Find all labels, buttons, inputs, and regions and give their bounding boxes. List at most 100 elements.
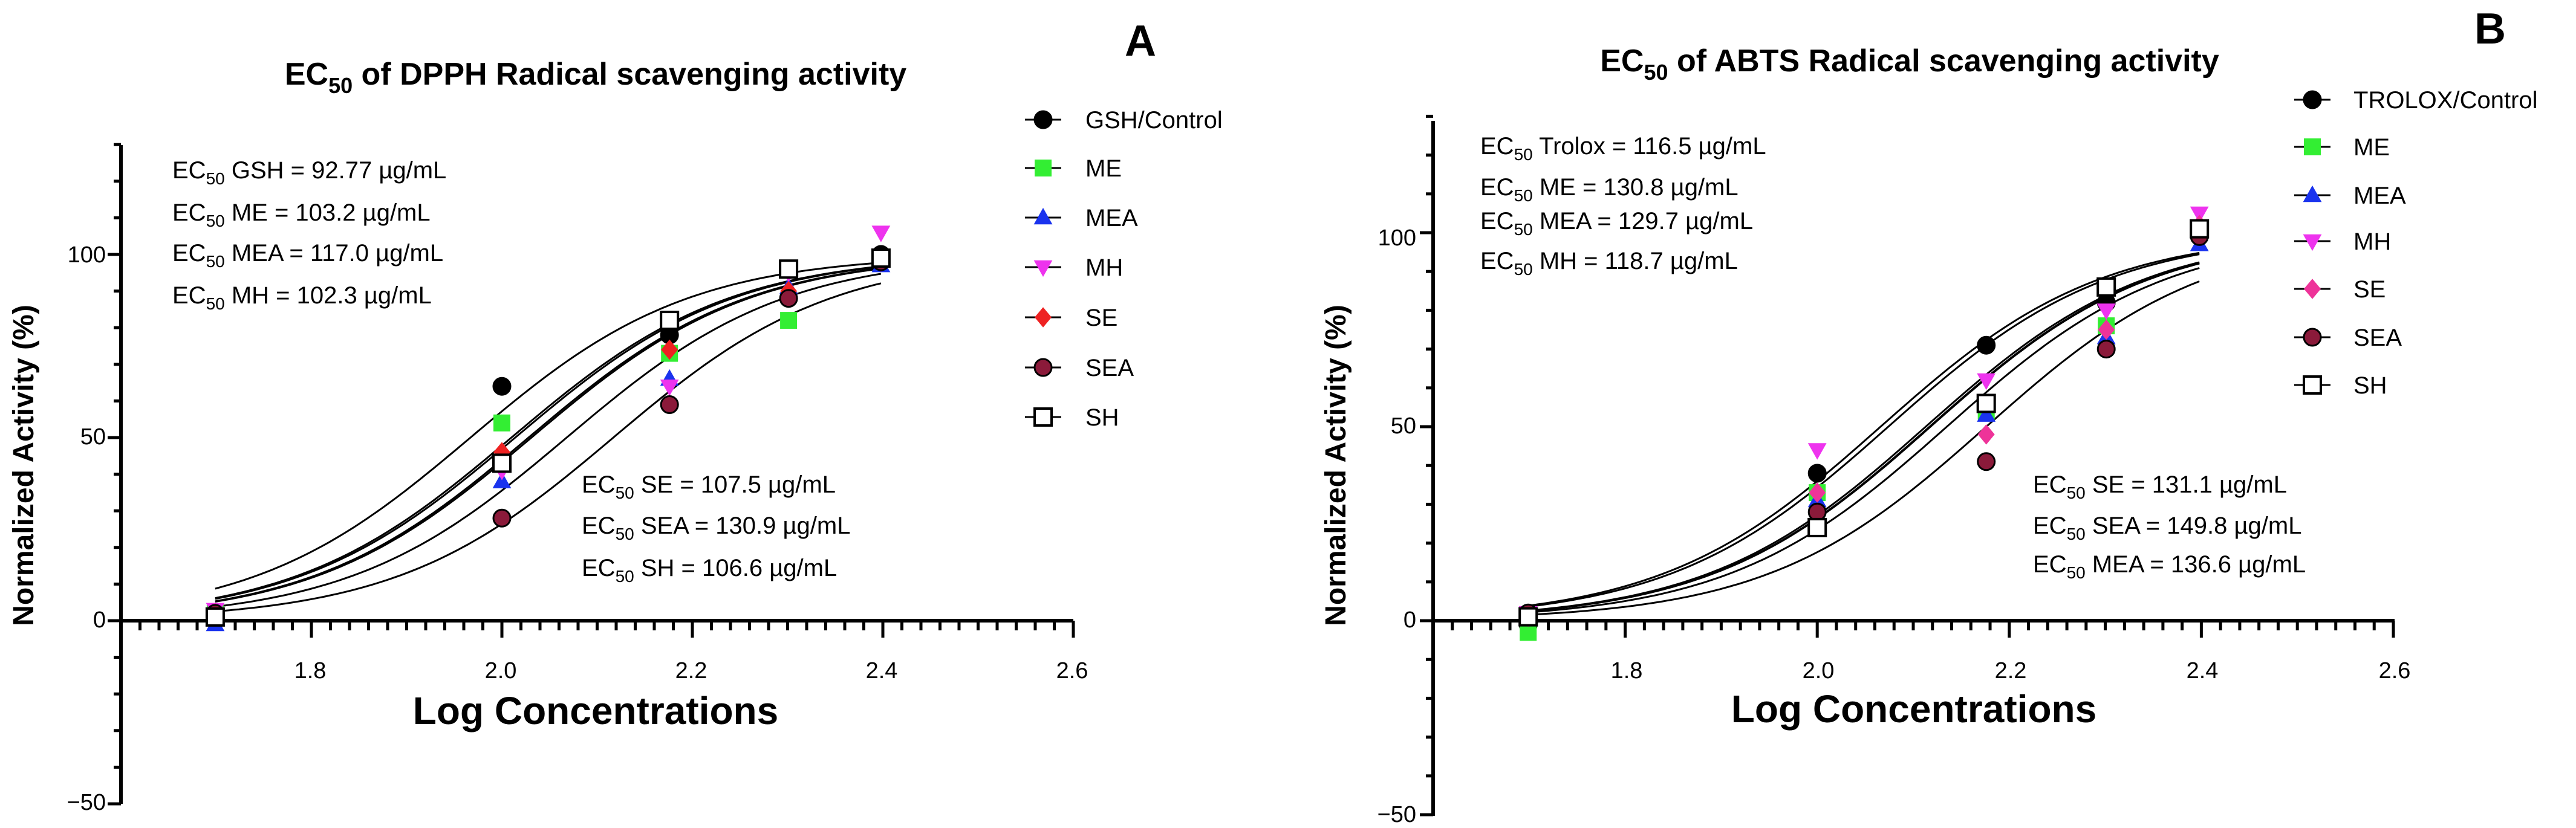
y-axis-title: Normalized Activity (%) [8, 305, 40, 626]
legend-item: TROLOX/Control [2294, 87, 2538, 114]
fit-curve [1528, 261, 2200, 612]
svg-text:SH: SH [2353, 372, 2387, 399]
legend-item: MEA [1025, 205, 1138, 231]
svg-text:SE: SE [1085, 305, 1117, 331]
legend-item: MH [1025, 254, 1123, 281]
panel-label: B [2474, 5, 2506, 53]
ec50-annotation: EC50 GSH = 92.77 µg/mL [172, 157, 446, 188]
legend-item: ME [2294, 134, 2390, 161]
data-point [1977, 405, 1996, 422]
y-tick-label: 100 [1378, 225, 1416, 251]
data-point [1807, 443, 1827, 460]
x-ticks [1431, 621, 2395, 638]
panel-label: A [1125, 17, 1156, 65]
legend-item: ME [1025, 155, 1122, 182]
x-axis-title: Log Concentrations [413, 689, 778, 733]
svg-text:GSH/Control: GSH/Control [1085, 107, 1223, 134]
svg-text:MH: MH [2353, 228, 2391, 255]
svg-text:SEA: SEA [2353, 325, 2402, 351]
y-ticks [108, 143, 121, 806]
data-point [1977, 424, 1995, 445]
data-point [2190, 219, 2210, 239]
data-point [2096, 303, 2116, 320]
fit-curve [215, 265, 882, 600]
fit-curve [215, 262, 882, 590]
fit-curve [215, 267, 882, 603]
legend-marker [1025, 207, 1061, 225]
legend-marker [1025, 307, 1061, 328]
data-point [1807, 464, 1827, 483]
data-point [779, 289, 798, 308]
y-tick-label: 100 [68, 242, 106, 268]
svg-text:SEA: SEA [1085, 355, 1134, 381]
legend-item: GSH/Control [1025, 107, 1223, 134]
legend-marker [1025, 260, 1061, 277]
svg-text:MEA: MEA [2353, 183, 2406, 209]
fit-curve [215, 273, 882, 608]
ec50-annotation: EC50 ME = 130.8 µg/mL [1480, 174, 1738, 205]
data-point [1977, 452, 1996, 471]
x-axis-title: Log Concentrations [1731, 687, 2096, 731]
ec50-annotation: EC50 SE = 131.1 µg/mL [2033, 471, 2287, 502]
legend-item: SEA [2294, 325, 2402, 351]
ec50-annotations-right: EC50 SE = 131.1 µg/mL EC50 SEA = 149.8 µ… [2033, 471, 2306, 582]
y-axis-title: Normalized Activity (%) [1320, 305, 1352, 626]
ec50-annotations-left: EC50 Trolox = 116.5 µg/mL EC50 ME = 130.… [1480, 133, 1766, 279]
svg-text:MEA: MEA [1085, 205, 1138, 231]
y-tick-label: 0 [93, 607, 106, 633]
x-tick-label: 1.8 [1611, 658, 1643, 684]
chart-title: EC50 of ABTS Radical scavenging activity [1600, 44, 2219, 85]
legend-marker [2294, 328, 2330, 347]
x-tick-label: 2.2 [675, 658, 707, 684]
data-point [205, 607, 225, 627]
data-point [2190, 206, 2209, 223]
ec50-annotations-left: EC50 GSH = 92.77 µg/mL EC50 ME = 103.2 µ… [172, 157, 446, 313]
data-points [1518, 206, 2210, 641]
y-ticks [1420, 114, 1433, 817]
legend-marker [1025, 407, 1061, 427]
fit-curves [1528, 251, 2200, 616]
legend-marker [2294, 234, 2330, 251]
ec50-annotation: EC50 MEA = 129.7 µg/mL [1480, 208, 1753, 239]
ec50-annotation: EC50 SEA = 149.8 µg/mL [2033, 513, 2301, 543]
fit-curve [1528, 280, 2200, 616]
chart-panel-b: EC50 of ABTS Radical scavenging activity… [1320, 5, 2538, 827]
data-point [660, 395, 679, 414]
chart-panel-a: EC50 of DPPH Radical scavenging activity… [8, 17, 1223, 815]
y-tick-label: 0 [1403, 607, 1416, 633]
chart-title: EC50 of DPPH Radical scavenging activity [285, 57, 906, 98]
ec50-annotation: EC50 MEA = 117.0 µg/mL [172, 240, 443, 271]
ec50-annotations-right: EC50 SE = 107.5 µg/mL EC50 SEA = 130.9 µ… [582, 471, 850, 586]
data-point [492, 508, 512, 528]
legend-item: MEA [2294, 183, 2406, 209]
x-tick-label: 2.4 [2187, 658, 2219, 684]
data-point [660, 380, 679, 396]
legend-marker [2294, 90, 2330, 109]
ec50-annotation: EC50 SE = 107.5 µg/mL [582, 471, 836, 502]
data-point [1809, 482, 1826, 503]
legend-item: SE [2294, 276, 2386, 303]
x-tick-label: 2.2 [1995, 658, 2027, 684]
y-tick-label: −50 [67, 790, 106, 815]
ec50-annotation: EC50 MH = 118.7 µg/mL [1480, 248, 1738, 279]
x-tick-label: 2.0 [1803, 658, 1835, 684]
data-point [1518, 607, 1538, 627]
legend-marker [1025, 110, 1061, 129]
ec50-annotation: EC50 MEA = 136.6 µg/mL [2033, 551, 2306, 582]
legend-marker [2294, 375, 2330, 395]
data-point [1977, 373, 1996, 390]
x-ticks [119, 621, 1075, 638]
data-point [660, 311, 680, 331]
svg-text:SE: SE [2353, 276, 2386, 303]
y-tick-label: 50 [1391, 413, 1416, 439]
legend: GSH/Control ME MEA MH SE SEA SH [1025, 107, 1223, 431]
data-point [1977, 335, 1996, 355]
fit-curve [1528, 262, 2200, 612]
svg-text:TROLOX/Control: TROLOX/Control [2353, 87, 2538, 114]
svg-text:MH: MH [1085, 254, 1123, 281]
fit-curves [215, 262, 882, 613]
data-point [492, 377, 512, 396]
legend-marker [2294, 279, 2330, 299]
svg-text:SH: SH [1085, 404, 1119, 431]
legend-marker [2294, 185, 2330, 202]
